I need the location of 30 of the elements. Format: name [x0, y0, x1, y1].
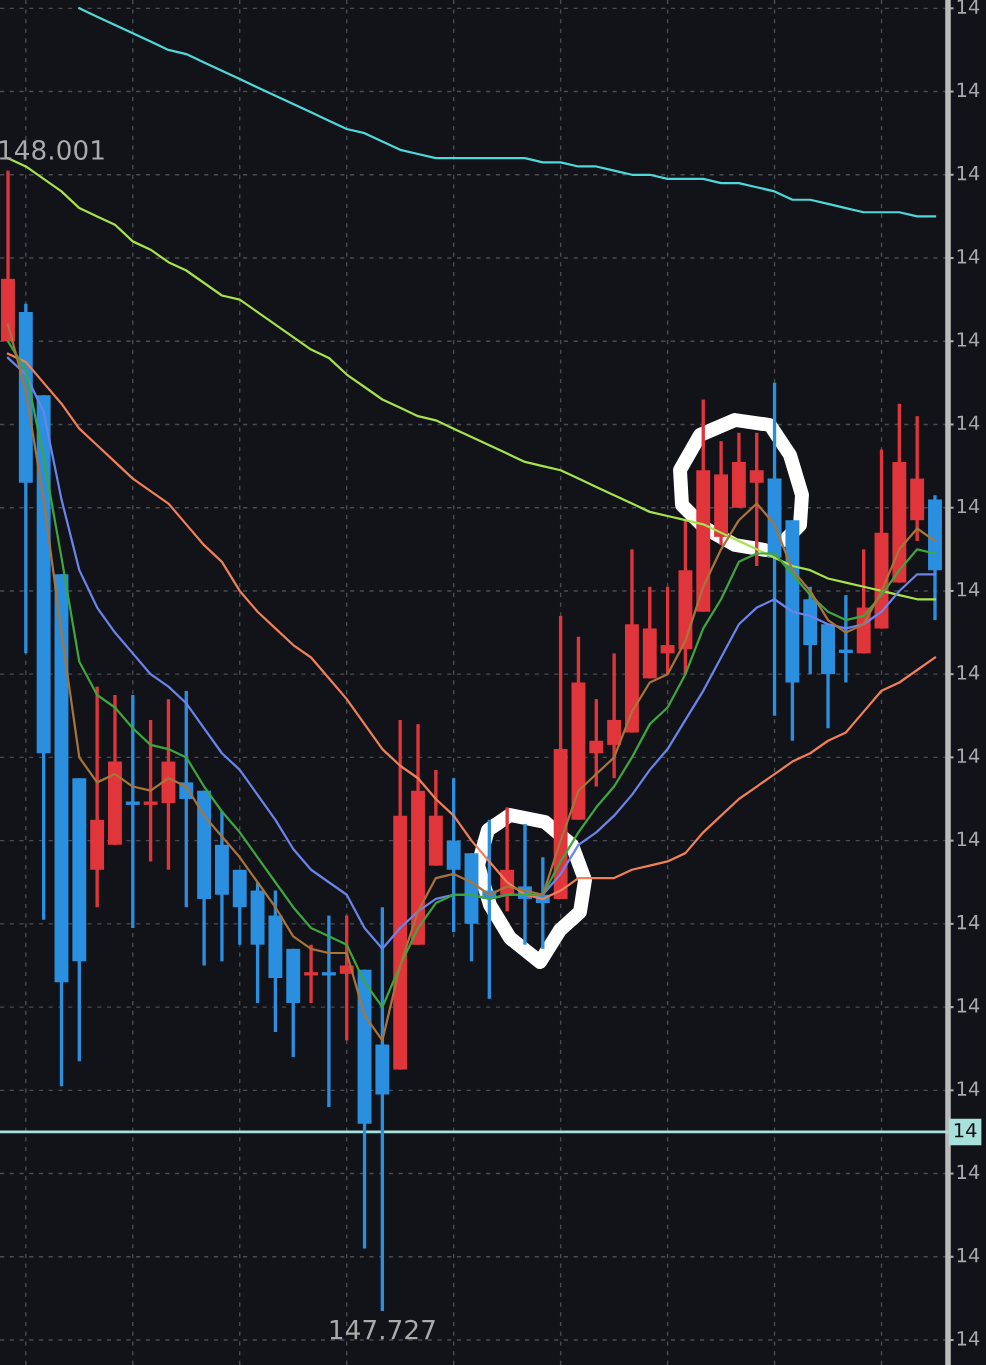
candlestick: [375, 907, 390, 1311]
text: 14: [957, 1247, 980, 1263]
text: 14: [957, 165, 980, 181]
text: 14: [957, 582, 980, 597]
candlestick: [749, 432, 764, 566]
text: 14: [957, 1331, 980, 1346]
text: 14: [957, 748, 980, 763]
text: 14: [957, 831, 980, 847]
text: 14: [957, 1164, 980, 1179]
candlestick: [304, 944, 319, 1003]
text: 14: [957, 82, 980, 97]
text: 14: [957, 1081, 980, 1096]
candlestick: [660, 586, 675, 675]
text: 14: [957, 249, 980, 264]
candlestick: [124, 694, 140, 930]
candlestick: [143, 719, 158, 862]
text: 14: [957, 0, 980, 14]
text: 14: [957, 915, 980, 930]
annotation: 148.001: [0, 140, 104, 160]
candlestick: [837, 595, 853, 683]
text: 14: [957, 665, 980, 680]
text: 14: [954, 1123, 977, 1138]
text: 14: [957, 498, 980, 514]
text: 14: [957, 998, 980, 1013]
candlestick: [320, 915, 336, 1107]
annotation: 147.727: [330, 1319, 435, 1340]
text: 14: [957, 332, 980, 347]
candlestick: [589, 699, 604, 787]
text: 14: [957, 415, 980, 430]
candlestick: [339, 915, 354, 1041]
